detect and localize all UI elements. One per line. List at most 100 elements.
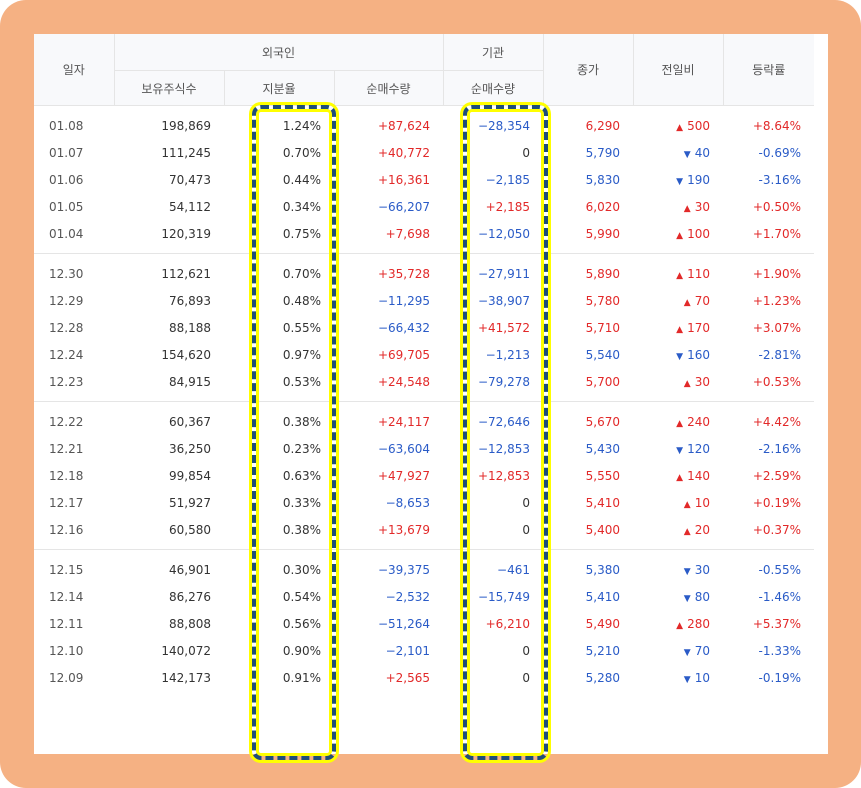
change-cell: ▼ 80 bbox=[633, 583, 723, 610]
rate-cell: +0.37% bbox=[723, 516, 814, 550]
ratio-cell: 0.70% bbox=[224, 254, 334, 288]
holdings-cell-value: 54,112 bbox=[169, 199, 211, 214]
holdings-cell-value: 142,173 bbox=[161, 670, 211, 685]
foreign-net-cell-value: +47,927 bbox=[377, 468, 430, 483]
header-rate: 등락률 bbox=[723, 34, 814, 106]
foreign-net-cell: −8,653 bbox=[334, 489, 443, 516]
inst-net-cell-value: −38,907 bbox=[477, 293, 530, 308]
rate-cell-value: +0.53% bbox=[752, 374, 801, 389]
rate-cell: +2.59% bbox=[723, 462, 814, 489]
ratio-cell-value: 0.55% bbox=[282, 320, 321, 335]
holdings-cell: 46,901 bbox=[114, 550, 224, 584]
triangle-down-icon: ▼ bbox=[683, 593, 691, 604]
close-cell: 6,290 bbox=[543, 106, 633, 140]
ratio-cell-value: 0.97% bbox=[282, 347, 321, 362]
foreign-net-cell-value: −2,532 bbox=[385, 589, 430, 604]
change-cell: ▼ 120 bbox=[633, 435, 723, 462]
ratio-cell-value: 0.63% bbox=[282, 468, 321, 483]
triangle-down-icon: ▼ bbox=[676, 351, 684, 362]
holdings-cell-value: 140,072 bbox=[161, 643, 211, 658]
ratio-cell: 0.44% bbox=[224, 166, 334, 193]
table-row: 12.09 142,173 0.91% +2,565 0 5,280 ▼ 10 -0.19% bbox=[34, 664, 814, 697]
change-cell: ▼ 10 bbox=[633, 664, 723, 697]
foreign-net-cell: +47,927 bbox=[334, 462, 443, 489]
triangle-up-icon: ▲ bbox=[683, 378, 691, 389]
foreign-net-cell-value: +24,117 bbox=[377, 414, 430, 429]
holdings-cell: 198,869 bbox=[114, 106, 224, 140]
rate-cell: +0.50% bbox=[723, 193, 814, 220]
table-row: 12.22 60,367 0.38% +24,117 −72,646 5,670 ▲ 240 +… bbox=[34, 402, 814, 436]
date-cell-value: 01.08 bbox=[49, 118, 84, 133]
close-cell: 5,990 bbox=[543, 220, 633, 254]
date-cell: 01.07 bbox=[34, 139, 114, 166]
holdings-cell-value: 86,276 bbox=[169, 589, 211, 604]
date-cell-value: 01.07 bbox=[49, 145, 84, 160]
holdings-cell: 120,319 bbox=[114, 220, 224, 254]
holdings-cell-value: 120,319 bbox=[161, 226, 211, 241]
triangle-up-icon: ▲ bbox=[676, 324, 684, 335]
rate-cell: -1.33% bbox=[723, 637, 814, 664]
header-ratio: 지분율 bbox=[224, 70, 335, 106]
rate-cell: +1.70% bbox=[723, 220, 814, 254]
change-cell: ▲ 100 bbox=[633, 220, 723, 254]
ratio-cell: 0.56% bbox=[224, 610, 334, 637]
ratio-cell: 0.34% bbox=[224, 193, 334, 220]
close-cell: 5,550 bbox=[543, 462, 633, 489]
table-row: 12.28 88,188 0.55% −66,432 +41,572 5,710 ▲ 170 +… bbox=[34, 314, 814, 341]
holdings-cell: 88,188 bbox=[114, 314, 224, 341]
triangle-down-icon: ▼ bbox=[676, 445, 684, 456]
change-cell: ▼ 70 bbox=[633, 637, 723, 664]
inst-net-cell-value: −79,278 bbox=[477, 374, 530, 389]
inst-net-cell: −28,354 bbox=[443, 106, 543, 140]
holdings-cell: 88,808 bbox=[114, 610, 224, 637]
holdings-cell: 142,173 bbox=[114, 664, 224, 697]
ratio-cell: 0.90% bbox=[224, 637, 334, 664]
rate-cell: +8.64% bbox=[723, 106, 814, 140]
rate-cell: -3.16% bbox=[723, 166, 814, 193]
change-cell: ▼ 40 bbox=[633, 139, 723, 166]
date-cell: 01.05 bbox=[34, 193, 114, 220]
ratio-cell-value: 0.38% bbox=[282, 522, 321, 537]
inst-net-cell: 0 bbox=[443, 664, 543, 697]
change-cell: ▲ 500 bbox=[633, 106, 723, 140]
triangle-up-icon: ▲ bbox=[676, 270, 684, 281]
table-row: 12.10 140,072 0.90% −2,101 0 5,210 ▼ 70 -1.33% bbox=[34, 637, 814, 664]
inst-net-cell: −1,213 bbox=[443, 341, 543, 368]
ratio-cell-value: 0.91% bbox=[282, 670, 321, 685]
close-cell: 5,890 bbox=[543, 254, 633, 288]
rate-cell-value: -2.16% bbox=[758, 441, 801, 456]
foreign-net-cell: +87,624 bbox=[334, 106, 443, 140]
close-cell: 5,700 bbox=[543, 368, 633, 402]
date-cell-value: 01.04 bbox=[49, 226, 84, 241]
rate-cell-value: -0.19% bbox=[758, 670, 801, 685]
close-cell: 5,400 bbox=[543, 516, 633, 550]
foreign-net-cell: −2,101 bbox=[334, 637, 443, 664]
triangle-down-icon: ▼ bbox=[683, 149, 691, 160]
close-cell-value: 5,400 bbox=[585, 522, 620, 537]
foreign-net-cell: −63,604 bbox=[334, 435, 443, 462]
holdings-cell-value: 88,808 bbox=[169, 616, 211, 631]
header-holdings: 보유주식수 bbox=[114, 70, 225, 106]
rate-cell-value: +0.19% bbox=[752, 495, 801, 510]
foreign-net-cell: +40,772 bbox=[334, 139, 443, 166]
close-cell: 5,670 bbox=[543, 402, 633, 436]
foreign-net-cell: +13,679 bbox=[334, 516, 443, 550]
inst-net-cell: +12,853 bbox=[443, 462, 543, 489]
rate-cell: -2.16% bbox=[723, 435, 814, 462]
ratio-cell: 0.97% bbox=[224, 341, 334, 368]
rate-cell-value: -1.46% bbox=[758, 589, 801, 604]
header-foreign: 외국인 bbox=[114, 34, 444, 71]
triangle-up-icon: ▲ bbox=[683, 526, 691, 537]
holdings-cell: 99,854 bbox=[114, 462, 224, 489]
header-close: 종가 bbox=[543, 34, 634, 106]
date-cell-value: 12.10 bbox=[49, 643, 84, 658]
holdings-cell: 140,072 bbox=[114, 637, 224, 664]
inst-net-cell-value: −2,185 bbox=[485, 172, 530, 187]
close-cell-value: 5,490 bbox=[585, 616, 620, 631]
change-cell: ▲ 70 bbox=[633, 287, 723, 314]
inst-net-cell: −15,749 bbox=[443, 583, 543, 610]
date-cell-value: 12.09 bbox=[49, 670, 84, 685]
inst-net-cell-value: −12,853 bbox=[477, 441, 530, 456]
holdings-cell: 112,621 bbox=[114, 254, 224, 288]
inst-net-cell: +41,572 bbox=[443, 314, 543, 341]
